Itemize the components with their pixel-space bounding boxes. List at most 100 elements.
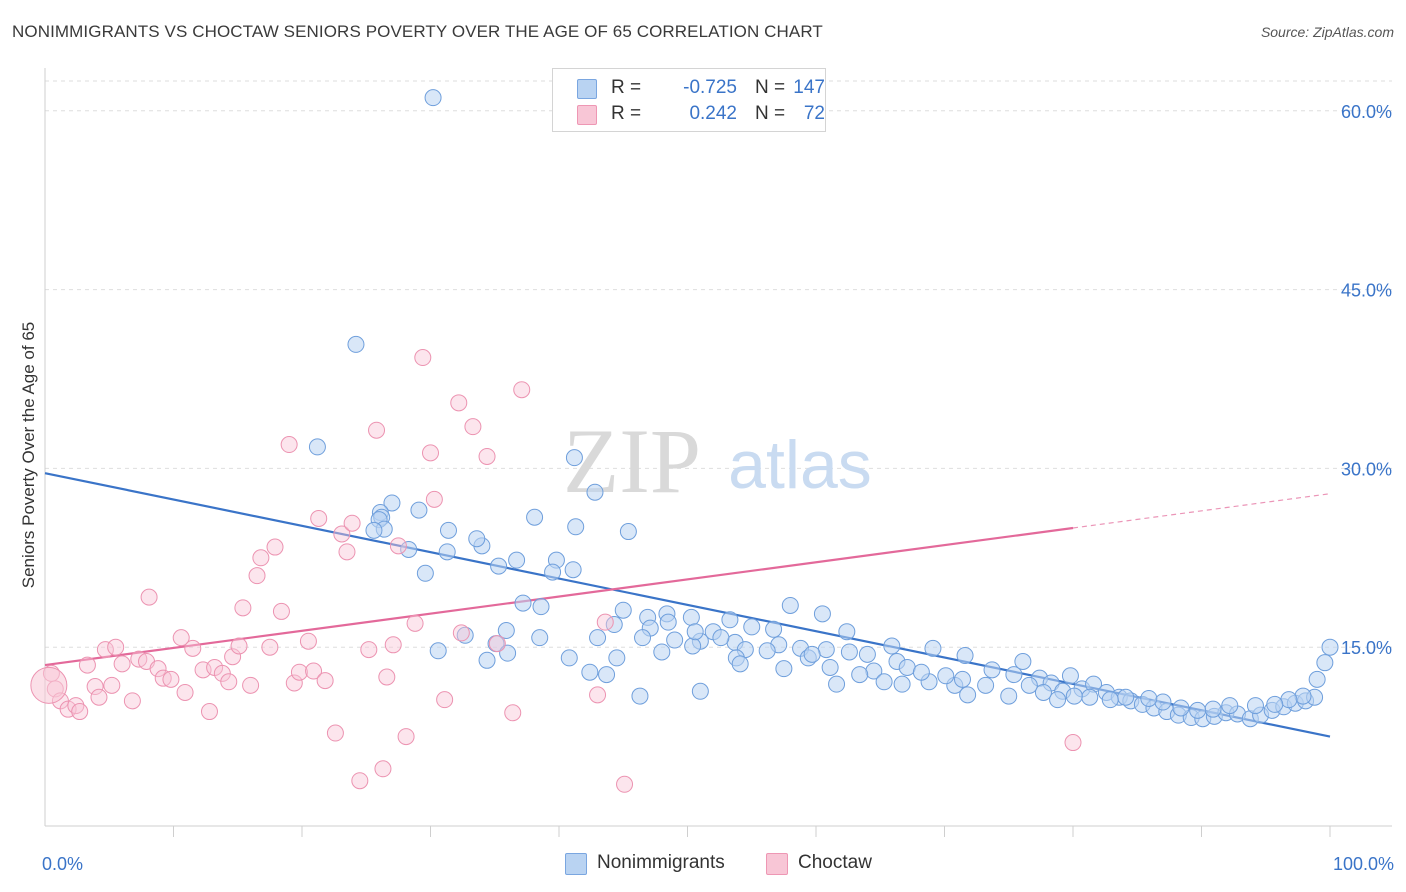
legend-n-label: N = (755, 77, 786, 98)
legend-n-value: 72 (803, 103, 825, 124)
point-choctaw (596, 613, 614, 631)
point-nonimmigrants (1081, 688, 1099, 706)
point-choctaw (368, 421, 386, 439)
source-credit: Source: ZipAtlas.com (1260, 24, 1394, 40)
point-nonimmigrants (1020, 676, 1038, 694)
point-nonimmigrants (1280, 691, 1298, 709)
point-choctaw (290, 663, 308, 681)
x-tick-label: 100.0% (1333, 854, 1394, 874)
point-choctaw (234, 599, 252, 617)
point-choctaw (504, 704, 522, 722)
legend-swatch-nonimmigrants (577, 79, 597, 99)
point-nonimmigrants (560, 649, 578, 667)
chart-title: NONIMMIGRANTS VS CHOCTAW SENIORS POVERTY… (12, 22, 823, 41)
point-nonimmigrants (666, 631, 684, 649)
point-choctaw (224, 648, 242, 666)
point-nonimmigrants (1189, 701, 1207, 719)
point-choctaw (589, 686, 607, 704)
point-choctaw (333, 525, 351, 543)
point-nonimmigrants (977, 676, 995, 694)
point-nonimmigrants (586, 483, 604, 501)
point-nonimmigrants (682, 608, 700, 626)
point-nonimmigrants (589, 629, 607, 647)
point-nonimmigrants (821, 658, 839, 676)
point-nonimmigrants (608, 649, 626, 667)
point-nonimmigrants (659, 613, 677, 631)
point-nonimmigrants (532, 598, 550, 616)
point-choctaw (140, 588, 158, 606)
point-nonimmigrants (531, 629, 549, 647)
y-tick-label: 60.0% (1341, 102, 1392, 122)
point-nonimmigrants (1316, 654, 1334, 672)
point-nonimmigrants (581, 663, 599, 681)
point-nonimmigrants (1005, 666, 1023, 684)
point-nonimmigrants (851, 666, 869, 684)
point-nonimmigrants (347, 335, 365, 353)
point-nonimmigrants (567, 518, 585, 536)
watermark-atlas: atlas (728, 427, 872, 503)
point-choctaw (384, 636, 402, 654)
point-choctaw (389, 537, 407, 555)
point-nonimmigrants (684, 637, 702, 655)
point-choctaw (280, 436, 298, 454)
point-nonimmigrants (691, 682, 709, 700)
point-choctaw (305, 662, 323, 680)
point-nonimmigrants (1294, 687, 1312, 705)
trend-line-choctaw (44, 526, 1074, 667)
legend-r-label: R = (611, 77, 642, 98)
point-nonimmigrants (1101, 691, 1119, 709)
point-choctaw (488, 635, 506, 653)
legend-swatch-choctaw (577, 105, 597, 125)
point-nonimmigrants (400, 540, 418, 558)
point-choctaw (272, 602, 290, 620)
legend-label: Nonimmigrants (597, 852, 725, 873)
point-nonimmigrants (497, 622, 515, 640)
point-nonimmigrants (365, 521, 383, 539)
point-choctaw (242, 676, 260, 694)
point-choctaw (310, 509, 328, 527)
y-tick-label: 15.0% (1341, 638, 1392, 658)
legend-label: Choctaw (798, 852, 872, 873)
point-choctaw (103, 676, 121, 694)
point-nonimmigrants (828, 675, 846, 693)
point-choctaw (96, 641, 114, 659)
point-nonimmigrants (1034, 683, 1052, 701)
point-choctaw (184, 639, 202, 657)
legend-r-value: -0.725 (683, 77, 737, 98)
point-nonimmigrants (883, 637, 901, 655)
point-nonimmigrants (721, 611, 739, 629)
point-nonimmigrants (508, 551, 526, 569)
point-nonimmigrants (1321, 638, 1339, 656)
point-choctaw (107, 638, 125, 656)
grid-lines (45, 80, 1392, 648)
point-nonimmigrants (858, 645, 876, 663)
point-nonimmigrants (1061, 667, 1079, 685)
point-nonimmigrants (898, 658, 916, 676)
point-nonimmigrants (959, 686, 977, 704)
point-nonimmigrants (1014, 652, 1032, 670)
point-nonimmigrants (1000, 687, 1018, 705)
point-choctaw (78, 656, 96, 674)
watermark-zip: ZIP (563, 410, 701, 512)
point-choctaw (326, 724, 344, 742)
point-nonimmigrants (817, 641, 835, 659)
point-nonimmigrants (1246, 697, 1264, 715)
point-nonimmigrants (308, 438, 326, 456)
point-choctaw (113, 655, 131, 673)
point-nonimmigrants (765, 620, 783, 638)
legend-r-value: 0.242 (689, 103, 737, 124)
point-nonimmigrants (614, 601, 632, 619)
data-points (30, 89, 1339, 793)
point-nonimmigrants (924, 639, 942, 657)
point-choctaw (285, 674, 303, 692)
point-choctaw (436, 691, 454, 709)
legend-swatch-nonimmigrants (565, 853, 587, 875)
point-choctaw (1064, 734, 1082, 752)
x-tick-label: 0.0% (42, 854, 83, 874)
point-nonimmigrants (686, 623, 704, 641)
point-nonimmigrants (410, 501, 428, 519)
point-choctaw (252, 549, 270, 567)
point-nonimmigrants (803, 645, 821, 663)
point-choctaw (149, 660, 167, 678)
point-nonimmigrants (1140, 689, 1158, 707)
